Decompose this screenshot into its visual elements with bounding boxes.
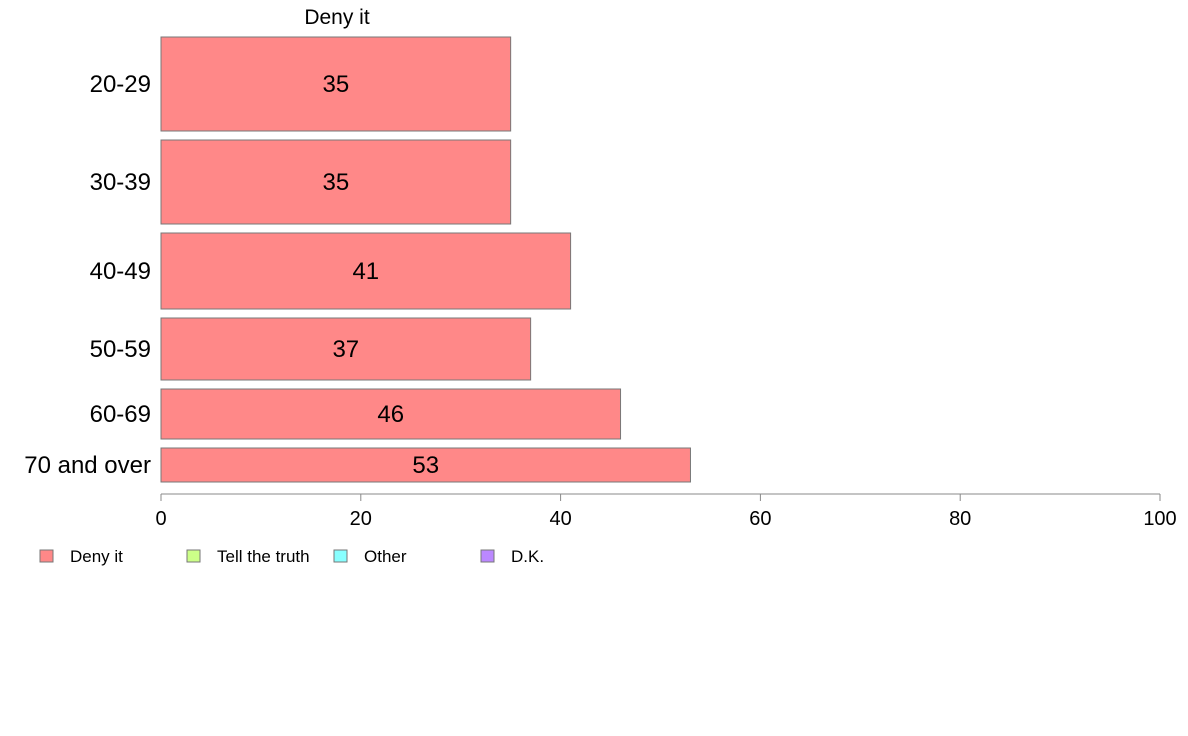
bar-40-49 — [160, 232, 572, 310]
bar-50-59 — [160, 317, 532, 381]
x-tick-label: 20 — [350, 508, 372, 530]
legend-swatch — [333, 549, 348, 563]
category-label: 30-39 — [90, 169, 151, 196]
bar-value-label: 46 — [377, 401, 404, 428]
category-label: 60-69 — [90, 401, 151, 428]
legend-swatch — [39, 549, 54, 563]
bar-value-label: 37 — [332, 336, 359, 363]
bar-value-label: 41 — [352, 258, 379, 285]
category-label: 70 and over — [24, 452, 151, 479]
category-label: 40-49 — [90, 258, 151, 285]
legend: Deny it Tell the truth Other D.K. — [39, 547, 544, 566]
x-tick-label: 0 — [155, 508, 166, 530]
legend-swatch — [480, 549, 495, 563]
x-axis: 0 20 40 60 80 100 — [155, 493, 1177, 530]
legend-label: Other — [364, 547, 407, 566]
bar-20-29 — [160, 36, 512, 132]
bar-30-39 — [160, 139, 512, 225]
series-title: Deny it — [304, 6, 370, 29]
x-tick-label: 40 — [549, 508, 571, 530]
legend-swatch — [186, 549, 201, 563]
category-labels: 20-29 30-39 40-49 50-59 60-69 70 and over — [24, 71, 151, 479]
bar-70-and-over — [160, 447, 691, 483]
category-label: 20-29 — [90, 71, 151, 98]
x-tick-label: 60 — [749, 508, 771, 530]
bars-group: 35 35 41 37 46 53 — [160, 36, 691, 483]
bar-value-label: 35 — [322, 71, 349, 98]
legend-label: D.K. — [511, 547, 544, 566]
bar-value-label: 53 — [412, 452, 439, 479]
x-tick-label: 100 — [1143, 508, 1176, 530]
bar-value-label: 35 — [322, 169, 349, 196]
category-label: 50-59 — [90, 336, 151, 363]
legend-label: Deny it — [70, 547, 123, 566]
x-tick-label: 80 — [949, 508, 971, 530]
legend-label: Tell the truth — [217, 547, 310, 566]
bar-60-69 — [160, 388, 622, 440]
